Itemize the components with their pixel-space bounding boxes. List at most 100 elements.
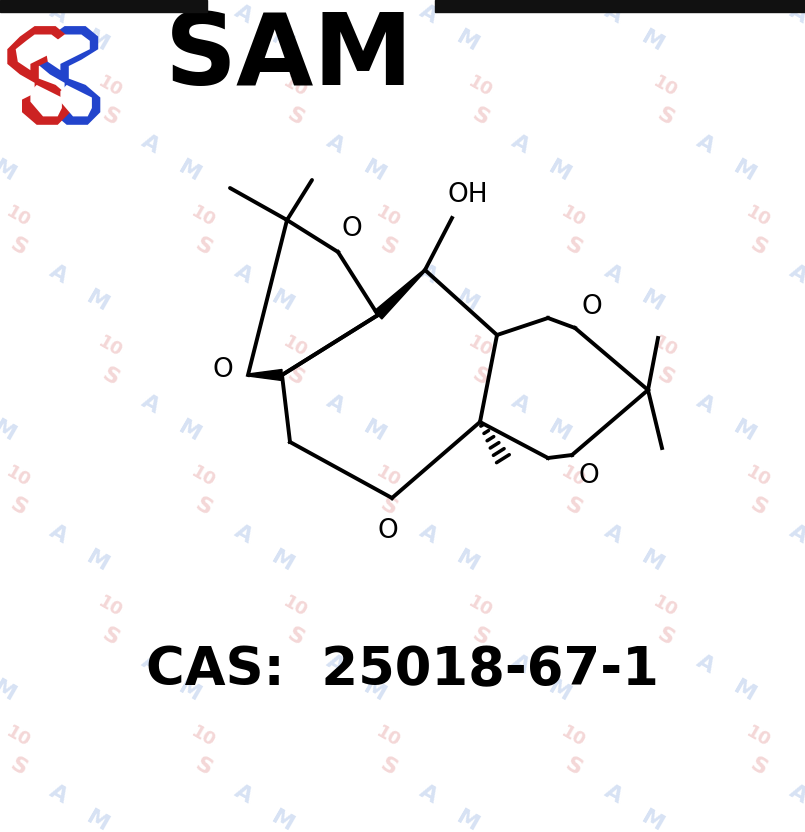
Text: S: S [653, 624, 677, 650]
Text: S: S [561, 235, 585, 260]
Text: A: A [415, 521, 440, 547]
Text: S: S [746, 755, 770, 780]
Polygon shape [7, 26, 70, 125]
Text: 10: 10 [373, 723, 403, 751]
Text: A: A [507, 391, 532, 417]
Text: M: M [84, 807, 113, 832]
Text: A: A [601, 1, 625, 27]
Text: A: A [786, 781, 805, 807]
Polygon shape [374, 270, 426, 319]
Text: 10: 10 [373, 203, 403, 231]
Text: A: A [138, 391, 163, 417]
Text: A: A [692, 131, 717, 157]
Text: A: A [415, 261, 440, 287]
Text: OH: OH [447, 182, 488, 208]
Text: S: S [376, 755, 400, 780]
Text: M: M [0, 676, 19, 706]
Text: 10: 10 [2, 203, 33, 231]
Text: S: S [283, 624, 307, 650]
Text: S: S [6, 755, 30, 780]
Text: M: M [730, 417, 760, 445]
Text: 10: 10 [743, 203, 774, 231]
Text: M: M [268, 287, 298, 315]
Text: A: A [46, 781, 71, 807]
Text: 10: 10 [558, 463, 588, 491]
Text: S: S [561, 755, 585, 780]
Text: M: M [730, 676, 760, 706]
Text: 10: 10 [188, 723, 218, 751]
Text: 10: 10 [373, 463, 403, 491]
Text: 10: 10 [743, 463, 774, 491]
Text: M: M [361, 156, 390, 186]
Text: S: S [98, 104, 122, 130]
Text: 10: 10 [188, 463, 218, 491]
Text: M: M [361, 676, 390, 706]
Text: M: M [0, 417, 19, 445]
Text: S: S [191, 755, 215, 780]
Text: S: S [191, 235, 215, 260]
Text: A: A [323, 651, 348, 677]
Text: O: O [341, 216, 361, 242]
Text: A: A [46, 521, 71, 547]
Text: S: S [6, 494, 30, 520]
Text: A: A [323, 131, 348, 157]
Text: A: A [323, 391, 348, 417]
Text: S: S [376, 494, 400, 520]
Text: A: A [46, 261, 71, 287]
Text: M: M [453, 547, 482, 575]
Text: M: M [546, 417, 575, 445]
Text: A: A [507, 131, 532, 157]
Text: 10: 10 [464, 333, 495, 361]
Text: A: A [46, 1, 71, 27]
Text: M: M [453, 27, 482, 55]
Text: 10: 10 [279, 73, 310, 101]
Text: A: A [138, 131, 163, 157]
Text: 10: 10 [650, 593, 680, 621]
Text: 10: 10 [558, 723, 588, 751]
Polygon shape [37, 26, 101, 125]
Text: 10: 10 [743, 723, 774, 751]
Text: 10: 10 [650, 73, 680, 101]
Text: S: S [191, 494, 215, 520]
Text: M: M [175, 156, 204, 186]
Text: 10: 10 [95, 333, 126, 361]
Text: A: A [601, 781, 625, 807]
Text: A: A [692, 391, 717, 417]
Text: S: S [468, 104, 492, 130]
Text: 10: 10 [279, 593, 310, 621]
Text: 10: 10 [2, 463, 33, 491]
Text: O: O [578, 463, 599, 489]
Text: A: A [601, 521, 625, 547]
Polygon shape [60, 85, 92, 116]
Text: 10: 10 [95, 73, 126, 101]
Text: SAM: SAM [165, 8, 414, 106]
Text: S: S [98, 624, 122, 650]
Text: 10: 10 [558, 203, 588, 231]
Text: A: A [230, 781, 255, 807]
Text: 10: 10 [2, 723, 33, 751]
Text: M: M [638, 287, 667, 315]
Text: M: M [268, 547, 298, 575]
Text: M: M [638, 27, 667, 55]
Text: O: O [213, 357, 233, 383]
Text: M: M [730, 156, 760, 186]
Text: S: S [746, 235, 770, 260]
Text: O: O [581, 294, 602, 320]
Text: A: A [230, 521, 255, 547]
Text: M: M [0, 156, 19, 186]
Text: M: M [638, 547, 667, 575]
Text: A: A [415, 1, 440, 27]
Text: S: S [468, 624, 492, 650]
Text: A: A [786, 1, 805, 27]
Text: S: S [376, 235, 400, 260]
Text: 10: 10 [279, 333, 310, 361]
Text: A: A [230, 261, 255, 287]
Bar [435, 0, 805, 12]
Text: A: A [230, 1, 255, 27]
Text: S: S [6, 235, 30, 260]
Text: S: S [98, 364, 122, 389]
Polygon shape [248, 369, 282, 380]
Text: M: M [453, 807, 482, 832]
Text: M: M [84, 287, 113, 315]
Text: M: M [84, 547, 113, 575]
